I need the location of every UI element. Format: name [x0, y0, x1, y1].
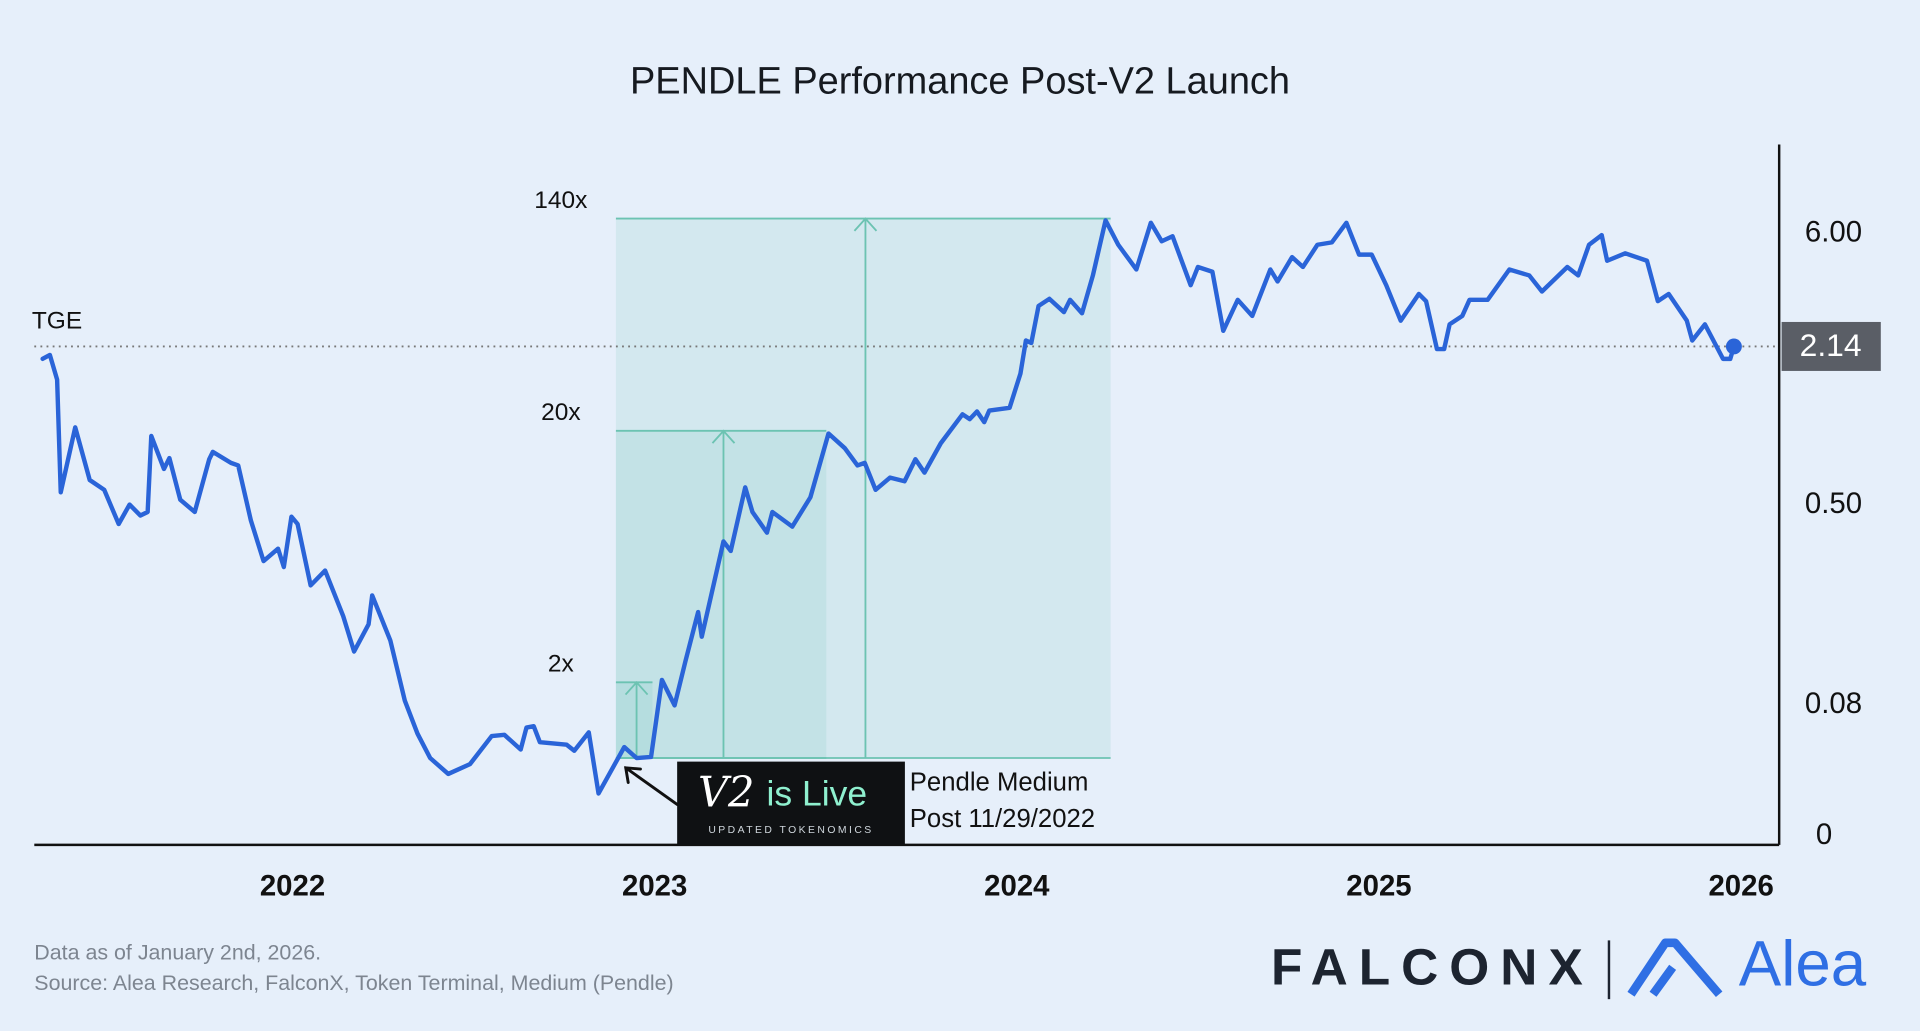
y-tick-label: 0 — [1816, 818, 1832, 851]
end-point — [1725, 338, 1742, 355]
badge-main: V2 — [698, 767, 755, 816]
tge-label: TGE — [32, 307, 82, 334]
footer-source: Source: Alea Research, FalconX, Token Te… — [34, 971, 673, 995]
footer-note: Data as of January 2nd, 2026. — [34, 941, 321, 965]
callout-arrow — [623, 766, 679, 806]
multiple-bands: 140x 20x 2x — [534, 187, 1111, 759]
callout-badge — [677, 761, 905, 845]
callout-text: Post 11/29/2022 — [910, 805, 1095, 833]
callout: V2 is Live UPDATED TOKENOMICS Pendle Med… — [677, 761, 1095, 845]
x-tick-label: 2022 — [260, 870, 325, 903]
axes: 0 0.08 0.50 6.00 2022 2023 2024 2025 2026 — [34, 144, 1862, 903]
x-tick-label: 2026 — [1708, 870, 1773, 903]
multiple-arrow — [853, 217, 878, 759]
multiple-arrow — [624, 680, 649, 759]
badge-sub: UPDATED TOKENOMICS — [708, 825, 873, 836]
x-tick-label: 2025 — [1346, 870, 1411, 903]
y-tick-label: 6.00 — [1805, 216, 1862, 249]
logos: FALCONX Alea — [1271, 928, 1867, 999]
logo-falconx: FALCONX — [1271, 938, 1594, 996]
y-tick-label: 0.08 — [1805, 687, 1862, 720]
multiple-arrow — [711, 429, 736, 759]
x-tick-label: 2024 — [984, 870, 1050, 903]
x-tick-label: 2023 — [622, 870, 687, 903]
multiple-label: 2x — [548, 651, 574, 678]
multiple-band — [615, 430, 827, 759]
multiple-band — [615, 218, 1111, 759]
plot: TGE 2.14 — [32, 218, 1881, 806]
multiple-label: 140x — [534, 187, 587, 214]
y-tick-label: 0.50 — [1805, 487, 1862, 520]
end-value-label: 2.14 — [1800, 327, 1862, 363]
callout-text: Pendle Medium — [910, 768, 1089, 796]
chart-title: PENDLE Performance Post-V2 Launch — [630, 60, 1290, 102]
multiple-band — [615, 682, 653, 759]
price-line — [40, 218, 1737, 796]
badge-rest: is Live — [767, 773, 868, 813]
end-value-box — [1781, 321, 1881, 371]
multiple-label: 20x — [541, 399, 580, 426]
logo-alea: Alea — [1739, 928, 1867, 999]
logo-icon — [1627, 938, 1723, 998]
